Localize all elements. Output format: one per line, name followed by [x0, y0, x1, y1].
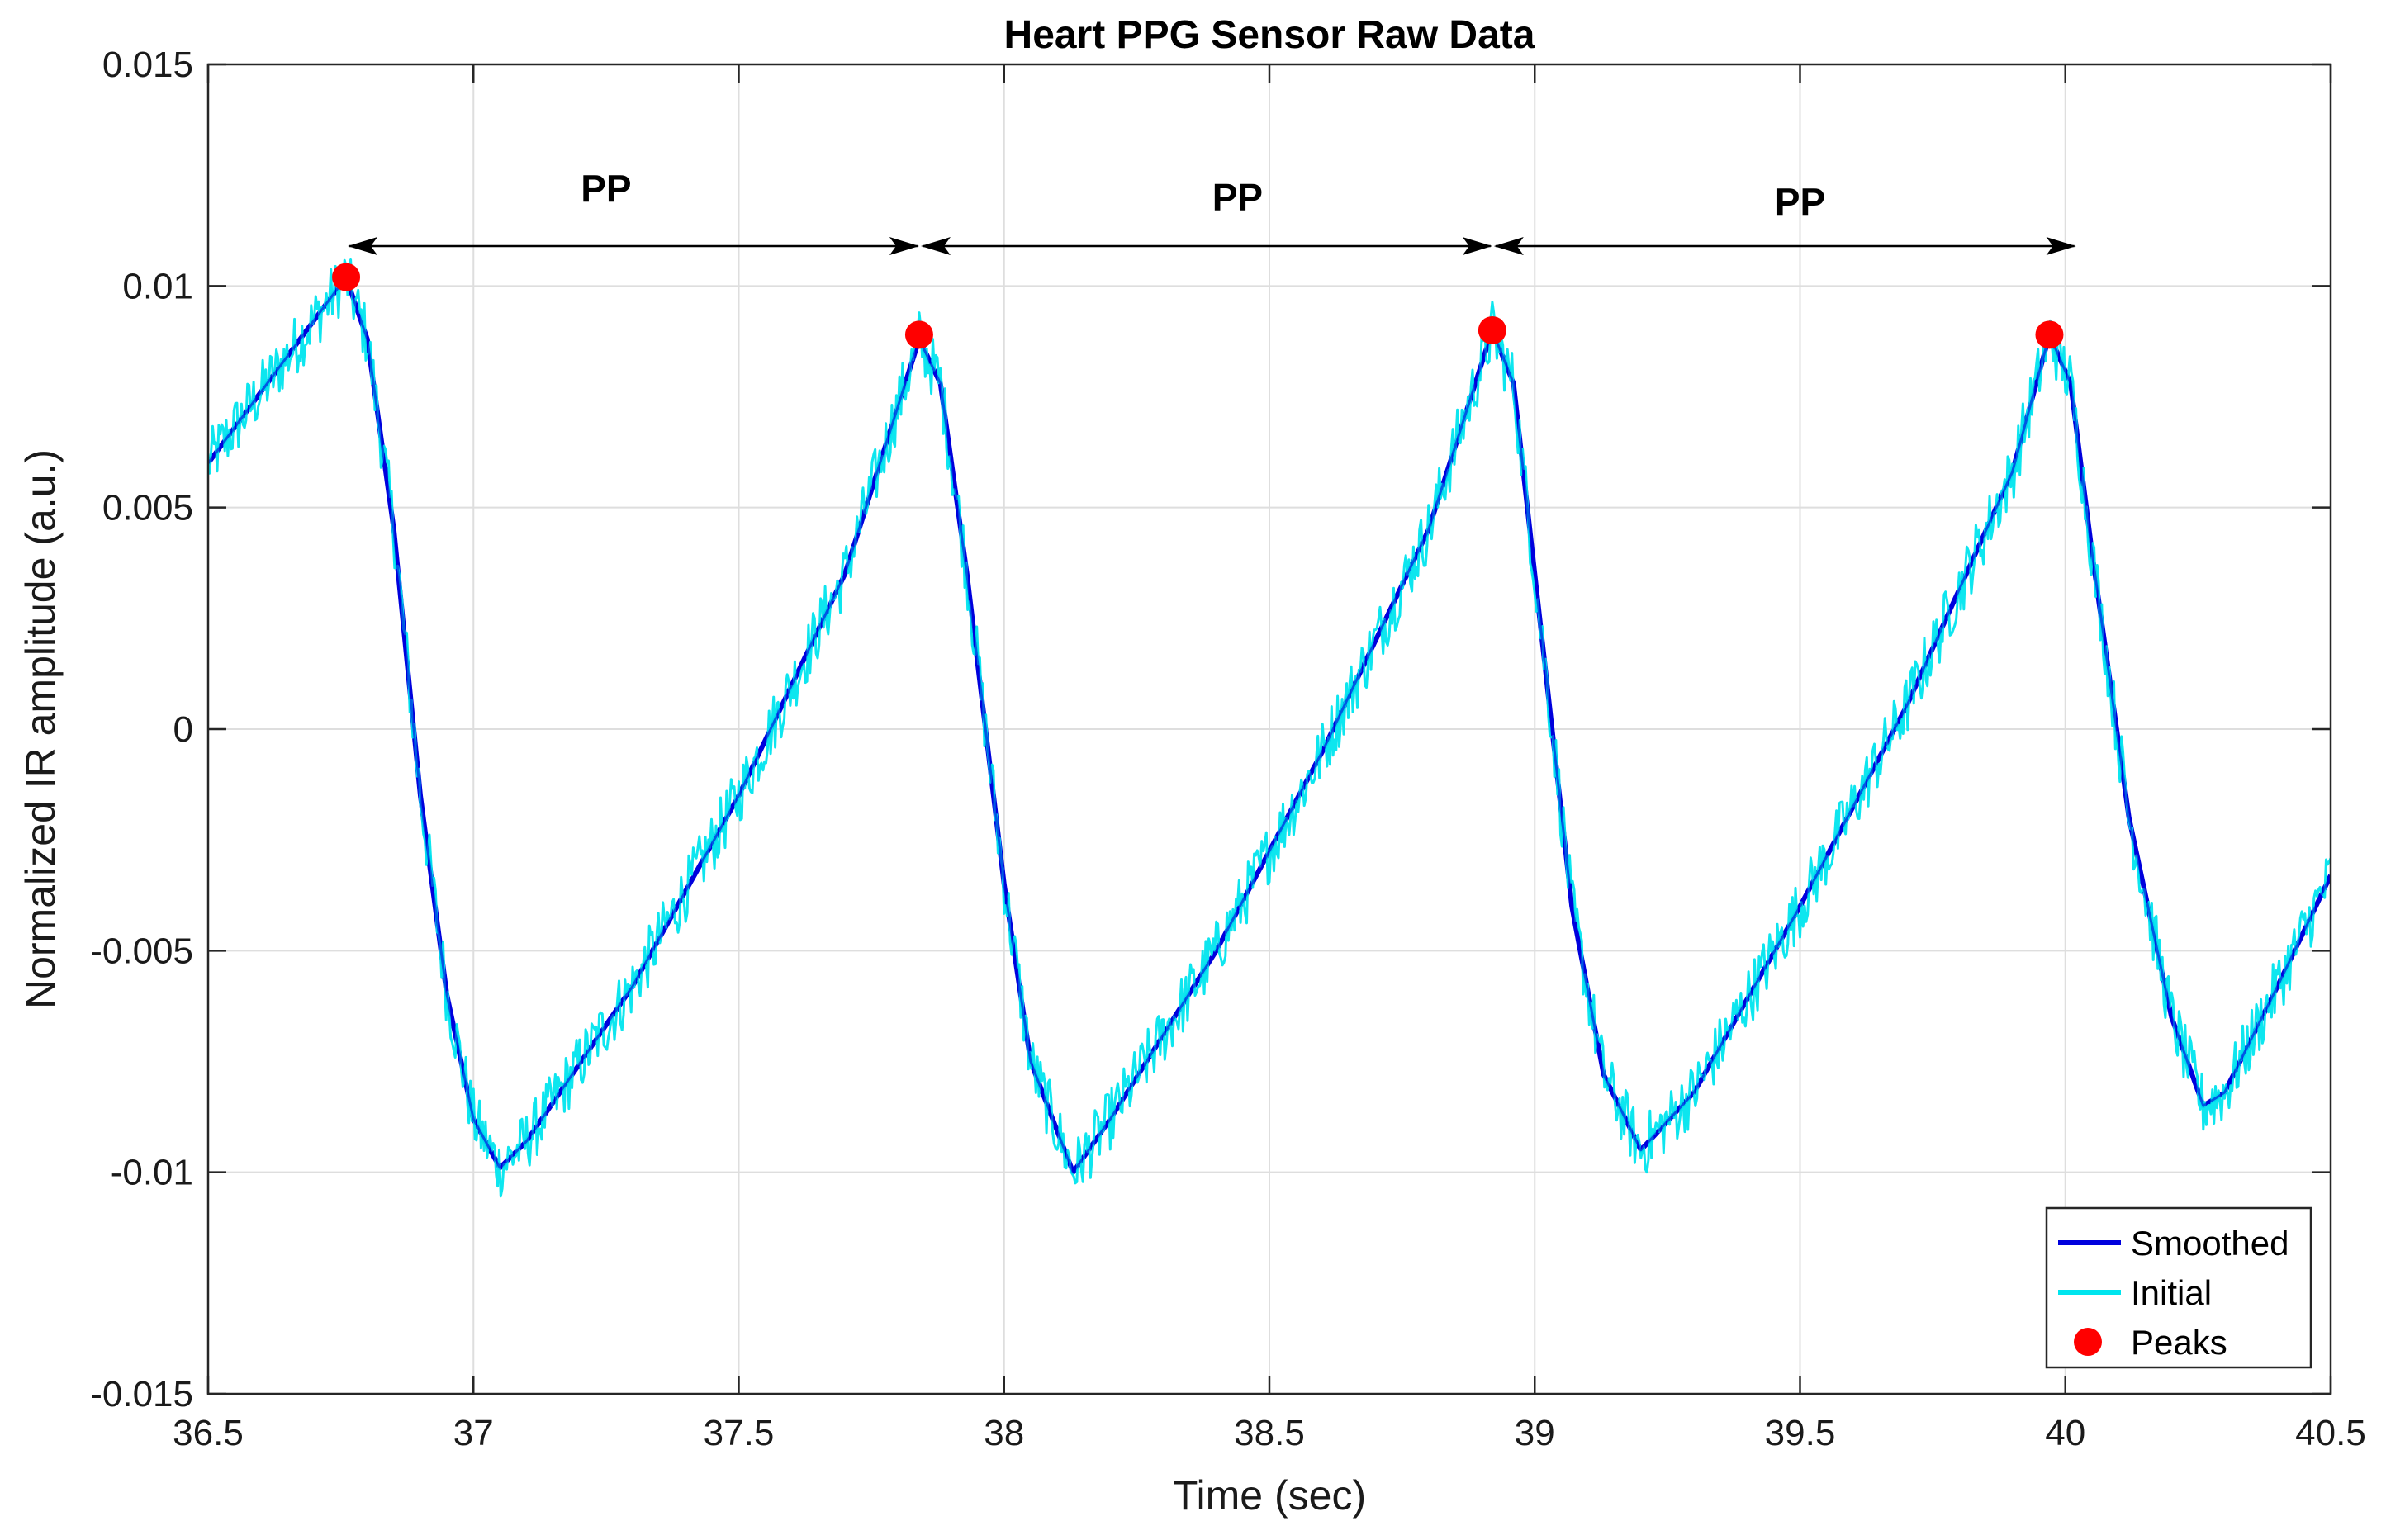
x-tick-label: 40.5 [2295, 1413, 2366, 1453]
y-tick-label: 0 [173, 709, 193, 750]
y-tick-label: -0.01 [111, 1153, 193, 1193]
x-tick-label: 36.5 [173, 1413, 244, 1453]
grid-lines [207, 64, 2331, 1395]
y-tick-label: -0.015 [90, 1374, 193, 1414]
peak-marker [1478, 316, 1506, 344]
pp-label: PP [581, 167, 631, 210]
pp-annotations: PP PP PP [348, 167, 2076, 256]
x-tick-label: 38.5 [1234, 1413, 1305, 1453]
y-tick-label: 0.005 [102, 488, 193, 528]
y-axis-label: Normalized IR amplitude (a.u.) [17, 449, 64, 1009]
x-tick-label: 40 [2045, 1413, 2085, 1453]
peak-marker [904, 320, 933, 349]
pp-label: PP [1212, 176, 1263, 219]
smoothed-series-overlay [208, 276, 2331, 1174]
y-tick-label: -0.005 [90, 931, 193, 971]
x-tick-label: 38 [984, 1413, 1024, 1453]
axis-ticks: 36.5 37 37.5 38 38.5 39 39.5 40 40.5 -0.015 -0.01 -… [90, 45, 2366, 1453]
x-tick-label: 39.5 [1765, 1413, 1836, 1453]
pp-label: PP [1775, 180, 1825, 223]
initial-series-line [208, 258, 2331, 1198]
y-tick-label: 0.01 [122, 266, 193, 306]
x-tick-label: 37 [453, 1413, 494, 1453]
plot-series [208, 258, 2331, 1198]
y-tick-label: 0.015 [102, 45, 193, 85]
x-axis-label: Time (sec) [1173, 1472, 1366, 1519]
x-tick-label: 39 [1515, 1413, 1555, 1453]
peak-marker [332, 263, 361, 291]
legend-label-peaks: Peaks [2131, 1323, 2227, 1362]
legend-label-initial: Initial [2131, 1273, 2212, 1312]
legend-label-smoothed: Smoothed [2131, 1224, 2289, 1263]
legend: Smoothed Initial Peaks [2045, 1206, 2312, 1369]
legend-marker-peaks [2074, 1328, 2102, 1356]
x-tick-label: 37.5 [704, 1413, 775, 1453]
peak-marker [2035, 320, 2064, 349]
chart-title: Heart PPG Sensor Raw Data [1004, 13, 1535, 57]
